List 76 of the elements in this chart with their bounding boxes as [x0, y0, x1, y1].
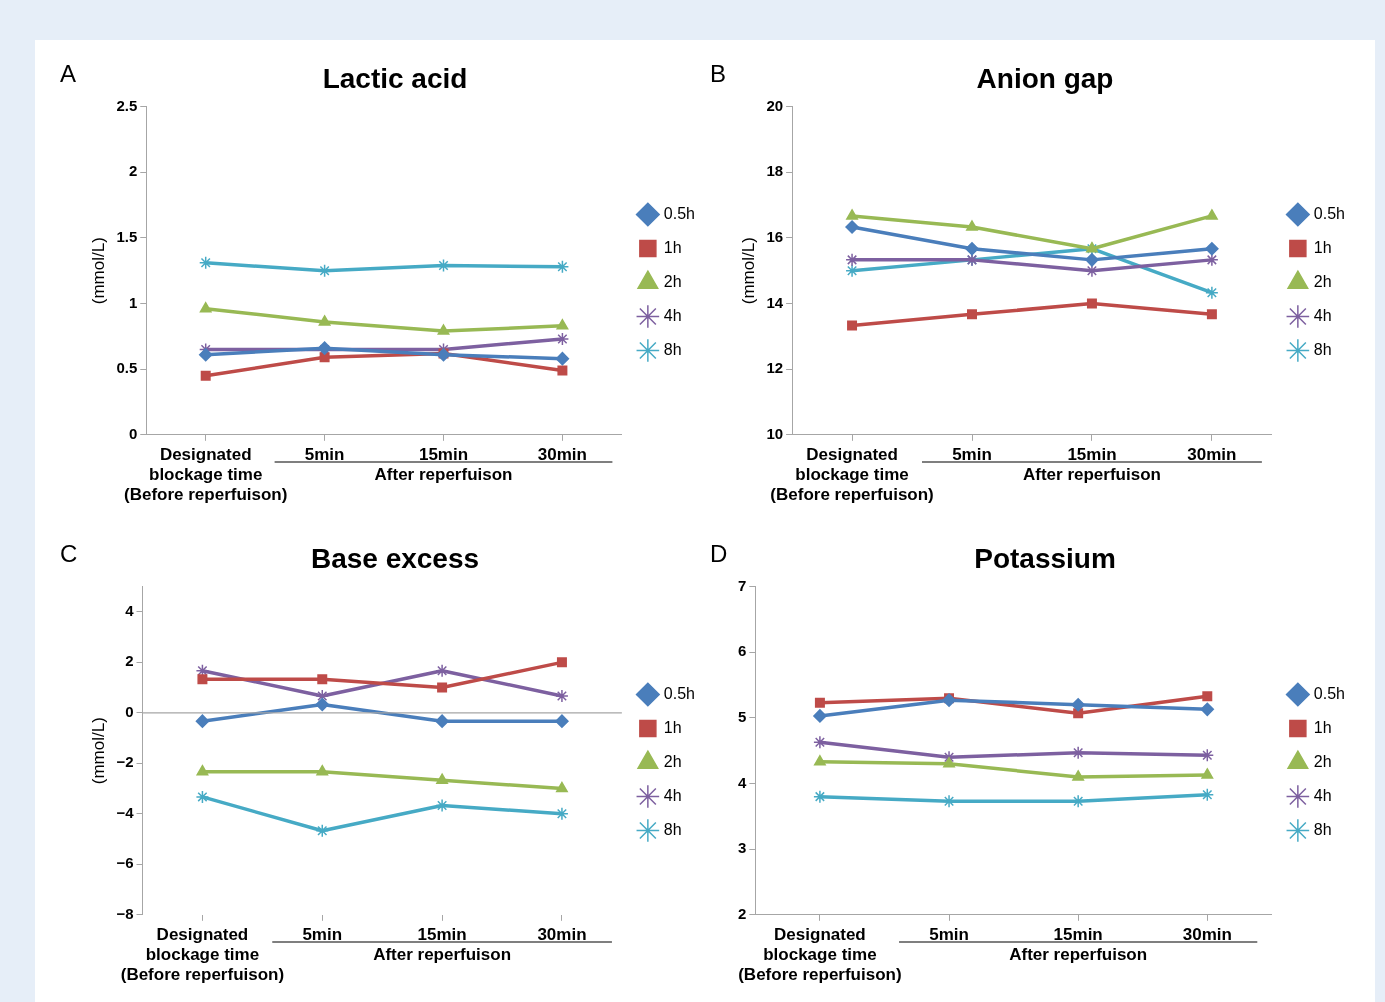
text: D — [710, 539, 728, 567]
x-tick-label: Designated blockage time (Before reperfuison) — [120, 924, 285, 985]
x-tick-label: 30min — [1182, 924, 1232, 944]
y-tick-label: 4 — [125, 601, 135, 619]
legend-label: 1h — [1313, 238, 1332, 256]
legend-label: 0.5h — [663, 684, 695, 702]
legend-label: 8h — [1313, 340, 1332, 358]
text: B — [710, 59, 727, 87]
x-axis-title: After reperfuison — [1022, 465, 1161, 485]
x-axis-title: After reperfuison — [374, 465, 513, 485]
y-tick-label: 10 — [766, 424, 784, 442]
y-tick-label: 2.5 — [116, 96, 138, 114]
y-tick-label: 16 — [766, 228, 784, 246]
x-tick-label: 15min — [1067, 444, 1117, 464]
legend-label: 2h — [1313, 752, 1332, 770]
y-tick-label: 0 — [125, 702, 134, 720]
x-axis-title: After reperfuison — [373, 945, 512, 965]
x-tick-label: 15min — [417, 924, 467, 944]
legend-label: 1h — [1313, 718, 1332, 736]
y-tick-label: 14 — [766, 293, 784, 311]
legend-label: 8h — [1313, 820, 1332, 838]
chart-title: Potassium — [974, 542, 1116, 574]
legend-label: 1h — [663, 718, 682, 736]
x-tick-label: 30min — [537, 444, 587, 464]
y-tick-label: 18 — [766, 162, 784, 180]
text: A — [60, 59, 77, 87]
y-tick-label: 4 — [738, 773, 747, 791]
x-tick-label: 5min — [302, 924, 343, 944]
legend-label: 8h — [663, 340, 682, 358]
x-tick-label: 5min — [952, 444, 992, 464]
legend-label: 0.5h — [1313, 684, 1345, 702]
legend-label: 2h — [663, 272, 682, 290]
y-tick-label: 20 — [766, 96, 784, 114]
x-tick-label: 15min — [1053, 924, 1103, 944]
chart-title: Lactic acid — [322, 62, 468, 94]
y-tick-label: 7 — [738, 576, 747, 594]
legend-label: 8h — [663, 820, 682, 838]
x-tick-label: Designated blockage time (Before reperfuison) — [738, 924, 902, 985]
y-tick-label: −6 — [116, 854, 134, 872]
chart-title: Anion gap — [976, 62, 1114, 94]
y-tick-label: 12 — [766, 359, 784, 377]
x-axis-title: After reperfuison — [1009, 945, 1148, 965]
legend-label: 2h — [663, 752, 682, 770]
legend-label: 4h — [663, 306, 682, 324]
x-tick-label: 30min — [537, 924, 587, 944]
legend-label: 0.5h — [663, 204, 695, 222]
x-tick-label: 5min — [304, 444, 345, 464]
legend-label: 2h — [1313, 272, 1332, 290]
y-tick-label: 1.5 — [116, 228, 138, 246]
legend-label: 1h — [663, 238, 682, 256]
y-tick-label: 3 — [738, 839, 747, 857]
legend-label: 0.5h — [1313, 204, 1345, 222]
chart-title: Base excess — [310, 542, 480, 574]
y-tick-label: 5 — [738, 708, 747, 726]
x-tick-label: 5min — [929, 924, 969, 944]
legend-label: 4h — [1313, 306, 1332, 324]
y-tick-label: 6 — [738, 642, 747, 660]
text: C — [60, 539, 78, 567]
y-tick-label: −4 — [116, 803, 135, 821]
y-tick-label: 2 — [128, 162, 138, 180]
x-tick-label: Designated blockage time (Before reperfuison) — [770, 444, 934, 505]
y-axis-title: (mmol/L) — [88, 717, 108, 785]
y-tick-label: 0 — [128, 424, 138, 442]
y-tick-label: 2 — [125, 652, 134, 670]
legend-label: 4h — [1313, 786, 1332, 804]
x-tick-label: 15min — [418, 444, 469, 464]
y-tick-label: 0.5 — [116, 359, 138, 377]
y-axis-title: (mmol/L) — [88, 237, 108, 305]
y-tick-label: −2 — [116, 753, 134, 771]
y-tick-label: 1 — [128, 293, 138, 311]
x-tick-label: 30min — [1187, 444, 1237, 464]
y-tick-label: 2 — [738, 904, 747, 922]
y-axis-title: (mmol/L) — [738, 237, 758, 305]
x-tick-label: Designated blockage time (Before reperfuison) — [123, 444, 288, 505]
y-tick-label: −8 — [116, 904, 134, 922]
legend-label: 4h — [663, 786, 682, 804]
